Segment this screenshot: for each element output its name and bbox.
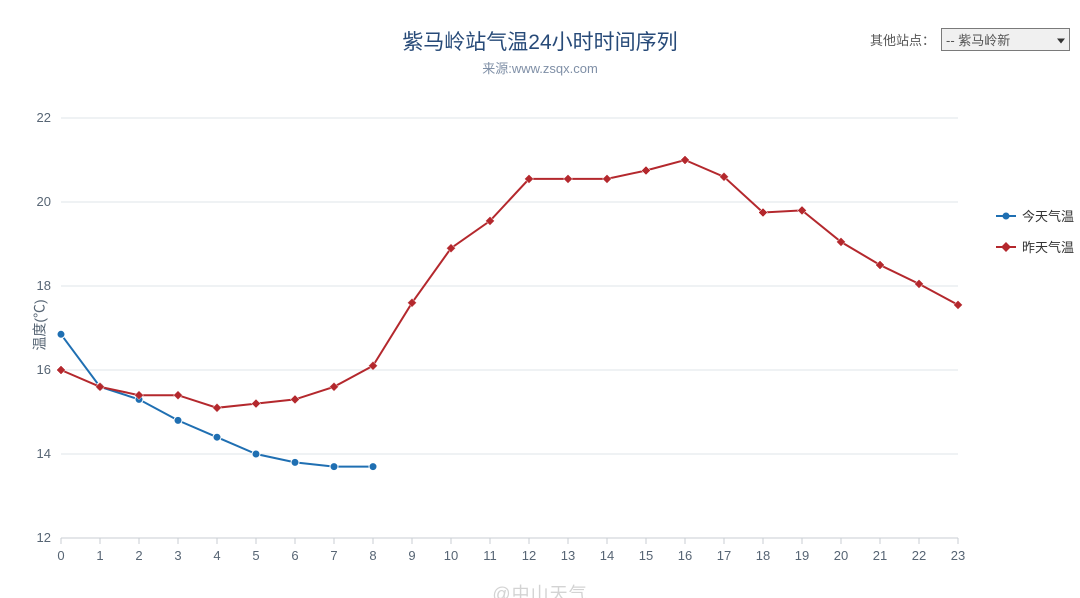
svg-text:2: 2: [135, 548, 142, 563]
svg-text:20: 20: [834, 548, 848, 563]
svg-text:10: 10: [444, 548, 458, 563]
svg-text:22: 22: [912, 548, 926, 563]
chart-subtitle: 来源:www.zsqx.com: [0, 58, 1080, 77]
svg-text:23: 23: [951, 548, 965, 563]
legend-label: 昨天气温: [1022, 237, 1074, 256]
chart-svg: 1214161820220123456789101112131415161718…: [61, 108, 958, 578]
watermark: @中山天气: [492, 580, 587, 598]
legend-label: 今天气温: [1022, 206, 1074, 225]
svg-text:12: 12: [522, 548, 536, 563]
station-select[interactable]: -- 紫马岭新: [941, 28, 1070, 51]
svg-text:13: 13: [561, 548, 575, 563]
svg-text:4: 4: [213, 548, 220, 563]
svg-text:1: 1: [96, 548, 103, 563]
y-axis-label: 温度(℃): [30, 299, 50, 350]
station-label: 其他站点：: [870, 30, 935, 49]
legend-item[interactable]: 昨天气温: [996, 237, 1074, 256]
diamond-marker-icon: [996, 246, 1016, 248]
svg-text:7: 7: [330, 548, 337, 563]
svg-text:11: 11: [483, 548, 497, 563]
station-selected-value: -- 紫马岭新: [946, 33, 1010, 48]
svg-text:17: 17: [717, 548, 731, 563]
legend: 今天气温昨天气温: [996, 206, 1074, 268]
station-picker-bar: 其他站点： -- 紫马岭新: [870, 28, 1070, 51]
svg-text:16: 16: [37, 362, 51, 377]
svg-text:18: 18: [37, 278, 51, 293]
svg-text:19: 19: [795, 548, 809, 563]
svg-text:0: 0: [57, 548, 64, 563]
svg-text:12: 12: [37, 530, 51, 545]
plot-area: 1214161820220123456789101112131415161718…: [61, 108, 958, 578]
circle-marker-icon: [996, 215, 1016, 217]
legend-item[interactable]: 今天气温: [996, 206, 1074, 225]
svg-text:21: 21: [873, 548, 887, 563]
svg-text:6: 6: [291, 548, 298, 563]
svg-text:9: 9: [408, 548, 415, 563]
svg-text:14: 14: [37, 446, 51, 461]
svg-text:22: 22: [37, 110, 51, 125]
svg-text:15: 15: [639, 548, 653, 563]
svg-text:20: 20: [37, 194, 51, 209]
svg-text:3: 3: [174, 548, 181, 563]
svg-text:14: 14: [600, 548, 614, 563]
svg-text:5: 5: [252, 548, 259, 563]
svg-text:18: 18: [756, 548, 770, 563]
svg-text:16: 16: [678, 548, 692, 563]
svg-text:8: 8: [369, 548, 376, 563]
